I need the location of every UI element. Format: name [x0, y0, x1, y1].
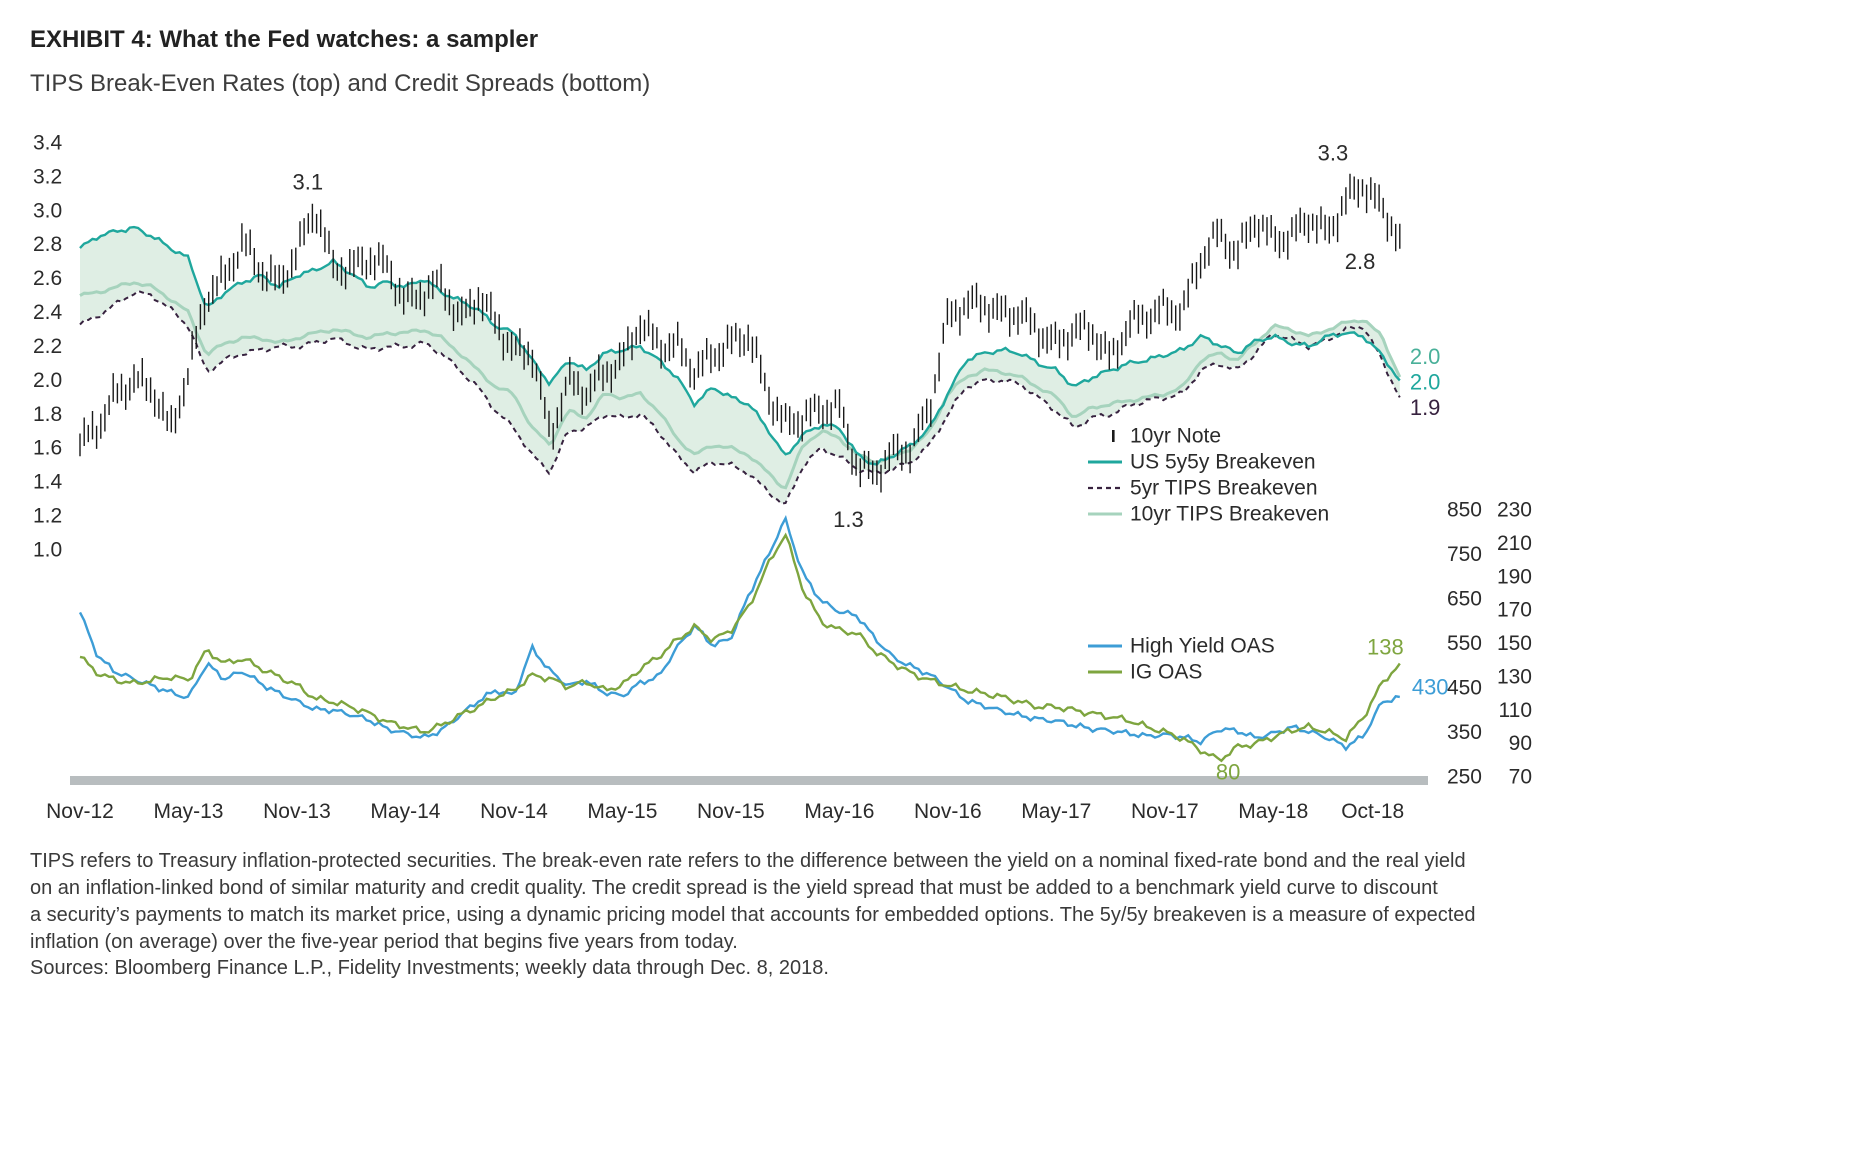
legend-label-us-5y5y-breakeven: US 5y5y Breakeven	[1130, 451, 1316, 474]
y-axis-tick-label: 1.8	[33, 403, 62, 426]
x-axis-tick-label: May-16	[804, 800, 874, 823]
y-axis-tick-label: 2.2	[33, 335, 62, 358]
y-axis-tick-label: 2.6	[33, 267, 62, 290]
y-axis-tick-label: 1.2	[33, 505, 62, 528]
annotation-3-3: 3.3	[1318, 141, 1349, 166]
x-axis-baseline	[70, 776, 1428, 785]
x-axis-tick-label: May-15	[587, 800, 657, 823]
x-axis-tick-label: Oct-18	[1341, 800, 1404, 823]
y-axis-tick-label: 3.4	[33, 132, 63, 155]
footnote-line: TIPS refers to Treasury inflation-protec…	[30, 850, 1466, 872]
hy-axis-tick-label: 250	[1447, 766, 1482, 789]
hy-axis-tick-label: 650	[1447, 588, 1482, 611]
chart-subtitle: TIPS Break-Even Rates (top) and Credit S…	[30, 70, 651, 97]
y-axis-tick-label: 1.4	[33, 471, 63, 494]
ig-axis-tick-label: 170	[1497, 599, 1532, 622]
legend-label-ig-oas: IG OAS	[1130, 661, 1202, 684]
ig-axis-tick-label: 230	[1497, 499, 1532, 522]
x-axis-tick-label: Nov-14	[480, 800, 548, 823]
x-axis-tick-label: Nov-16	[914, 800, 982, 823]
sources-line: Sources: Bloomberg Finance L.P., Fidelit…	[30, 957, 829, 979]
hy-axis-tick-label: 450	[1447, 677, 1482, 700]
x-axis-tick-label: May-13	[153, 800, 223, 823]
legend-label-10yr-note: 10yr Note	[1130, 425, 1221, 448]
x-axis-tick-label: Nov-17	[1131, 800, 1199, 823]
annotation-2-0: 2.0	[1410, 344, 1441, 369]
annotation-80: 80	[1216, 759, 1240, 784]
y-axis-tick-label: 2.4	[33, 301, 63, 324]
legend-marker-10yr-note	[1112, 430, 1115, 442]
x-axis-tick-label: Nov-12	[46, 800, 114, 823]
footnote-block: TIPS refers to Treasury inflation-protec…	[30, 848, 1476, 956]
annotation-1-9: 1.9	[1410, 395, 1441, 420]
annotation-2-8: 2.8	[1345, 249, 1376, 274]
series-us-5y5y-breakeven	[79, 225, 1401, 466]
ig-axis-tick-label: 130	[1497, 665, 1532, 688]
ig-axis-tick-label: 110	[1499, 699, 1532, 722]
footnote-line: on an inflation-linked bond of similar m…	[30, 877, 1438, 899]
y-axis-tick-label: 3.2	[33, 165, 62, 188]
ig-axis-tick-label: 150	[1497, 632, 1532, 655]
annotation-138: 138	[1367, 634, 1404, 659]
breakeven-band	[80, 227, 1400, 504]
series-high-yield-oas	[78, 514, 1400, 752]
ig-axis-tick-label: 70	[1509, 766, 1532, 789]
ig-axis-tick-label: 90	[1509, 732, 1532, 755]
legend-label-high-yield-oas: High Yield OAS	[1130, 635, 1275, 658]
x-axis-tick-label: Nov-15	[697, 800, 765, 823]
annotation-3-1: 3.1	[293, 170, 324, 195]
annotation-2-0: 2.0	[1410, 370, 1441, 395]
y-axis-tick-label: 2.8	[33, 233, 62, 256]
footnote-line: inflation (on average) over the five-yea…	[30, 931, 738, 953]
y-axis-tick-label: 2.0	[33, 369, 62, 392]
x-axis-tick-label: May-18	[1238, 800, 1308, 823]
legend-label-5yr-tips-breakeven: 5yr TIPS Breakeven	[1130, 477, 1318, 500]
series-ig-oas	[79, 532, 1401, 763]
x-axis-tick-label: May-14	[370, 800, 440, 823]
x-axis-tick-label: Nov-13	[263, 800, 331, 823]
annotation-430: 430	[1412, 675, 1449, 700]
hy-axis-tick-label: 550	[1447, 632, 1482, 655]
exhibit-title: EXHIBIT 4: What the Fed watches: a sampl…	[30, 26, 539, 53]
y-axis-tick-label: 1.0	[33, 538, 62, 561]
footnote-line: a security’s payments to match its marke…	[30, 904, 1476, 926]
series-10yr-note-bars	[79, 173, 1401, 493]
y-axis-tick-label: 1.6	[33, 437, 62, 460]
x-axis-tick-label: May-17	[1021, 800, 1091, 823]
series-5yr-tips-breakeven	[79, 289, 1401, 505]
ig-axis-tick-label: 190	[1497, 565, 1532, 588]
hy-axis-tick-label: 750	[1447, 543, 1482, 566]
ig-axis-tick-label: 210	[1497, 532, 1532, 555]
hy-axis-tick-label: 350	[1447, 721, 1482, 744]
annotation-1-3: 1.3	[833, 507, 864, 532]
legend-label-10yr-tips-breakeven: 10yr TIPS Breakeven	[1130, 503, 1329, 526]
hy-axis-tick-label: 850	[1447, 499, 1482, 522]
y-axis-tick-label: 3.0	[33, 199, 62, 222]
series-10yr-tips-breakeven	[79, 281, 1402, 490]
